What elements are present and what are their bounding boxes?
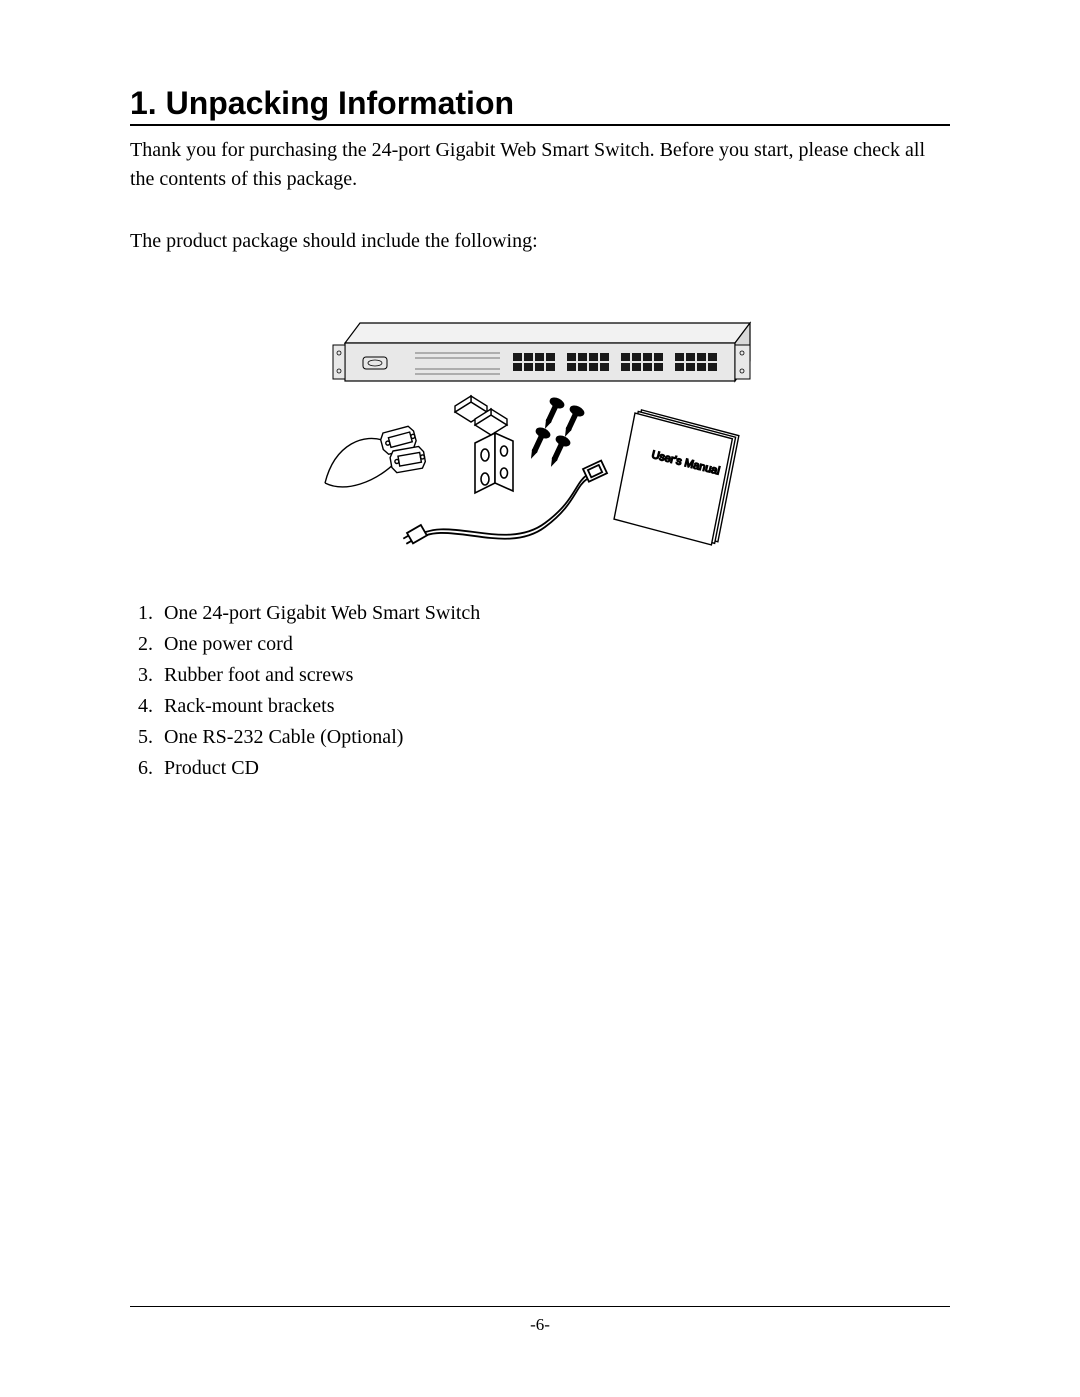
rack-bracket-icon — [475, 433, 513, 493]
package-contents-list: One 24-port Gigabit Web Smart Switch One… — [130, 598, 950, 784]
list-item: One RS-232 Cable (Optional) — [158, 722, 950, 753]
package-contents-illustration: User's Manual — [305, 283, 775, 558]
illustration-container: User's Manual — [130, 283, 950, 558]
manual-booklet-icon: User's Manual — [612, 408, 740, 546]
screws-icon — [526, 396, 585, 467]
footer-rule: -6- — [130, 1306, 950, 1335]
intro-paragraph: Thank you for purchasing the 24-port Gig… — [130, 136, 950, 194]
list-item: One 24-port Gigabit Web Smart Switch — [158, 598, 950, 629]
serial-cable-icon — [325, 425, 426, 487]
document-page: 1. Unpacking Information Thank you for p… — [0, 0, 1080, 1397]
list-item: Rubber foot and screws — [158, 660, 950, 691]
list-item: One power cord — [158, 629, 950, 660]
section-heading: 1. Unpacking Information — [130, 85, 950, 126]
rubber-feet-icon — [455, 396, 507, 435]
list-item: Product CD — [158, 753, 950, 784]
list-item: Rack-mount brackets — [158, 691, 950, 722]
switch-device-icon — [333, 323, 750, 381]
lead-in-text: The product package should include the f… — [130, 230, 950, 253]
page-number: -6- — [530, 1315, 550, 1335]
